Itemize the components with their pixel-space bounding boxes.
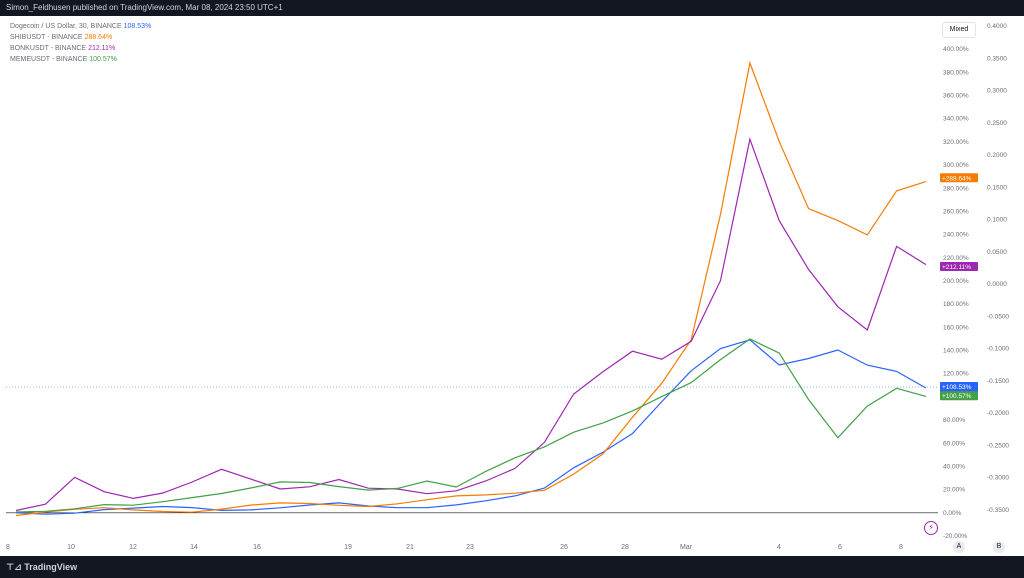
scale-mode-button[interactable]: Mixed bbox=[942, 22, 976, 38]
secondary-tick: 0.0000 bbox=[987, 281, 1007, 288]
legend-name: Dogecoin / US Dollar, 30, BINANCE bbox=[10, 23, 122, 30]
secondary-tick: 0.1000 bbox=[987, 217, 1007, 224]
x-tick: 23 bbox=[466, 544, 474, 551]
secondary-tick: -0.3500 bbox=[987, 507, 1009, 514]
bottom-bar: ⊤⊿ TradingView bbox=[0, 556, 1024, 578]
percent-tick: 200.00% bbox=[943, 278, 969, 285]
percent-tick: 260.00% bbox=[943, 208, 969, 215]
legend: Dogecoin / US Dollar, 30, BINANCE 108.53… bbox=[10, 21, 151, 65]
publisher-bar: Simon_Feldhusen published on TradingView… bbox=[0, 0, 1024, 18]
percent-tick: 220.00% bbox=[943, 255, 969, 262]
secondary-tick: 0.2500 bbox=[987, 120, 1007, 127]
legend-row-doge[interactable]: Dogecoin / US Dollar, 30, BINANCE 108.53… bbox=[10, 21, 151, 32]
secondary-tick: 0.4000 bbox=[987, 23, 1007, 30]
legend-row-shib[interactable]: SHIBUSDT - BINANCE 288.64% bbox=[10, 32, 151, 43]
x-tick: 6 bbox=[838, 544, 842, 551]
percent-tick: 40.00% bbox=[943, 463, 965, 470]
x-tick: Mar bbox=[680, 544, 693, 551]
chart-frame bbox=[0, 16, 1024, 556]
legend-value: 108.53% bbox=[123, 23, 152, 30]
series-line-0 bbox=[15, 339, 927, 515]
x-tick: 12 bbox=[129, 544, 137, 551]
svg-text:+100.57%: +100.57% bbox=[942, 393, 972, 400]
secondary-tick: -0.1500 bbox=[987, 378, 1009, 385]
secondary-tick: -0.2000 bbox=[987, 410, 1009, 417]
x-tick: 10 bbox=[67, 544, 75, 551]
percent-tick: 120.00% bbox=[943, 371, 969, 378]
x-tick: 26 bbox=[560, 544, 568, 551]
x-tick: 4 bbox=[777, 544, 781, 551]
auto-scale-button[interactable]: A bbox=[953, 541, 965, 553]
meme-price-tag: +100.57% bbox=[940, 391, 978, 401]
percent-tick: 0.00% bbox=[943, 510, 962, 517]
price-chart[interactable]: 4 20.00% 400.00% 380.00% 360.00% 340.00% 320.0… bbox=[0, 16, 1024, 556]
secondary-tick: -0.1000 bbox=[987, 346, 1009, 353]
series-line-1 bbox=[15, 60, 927, 517]
publisher-text: Simon_Feldhusen published on TradingView… bbox=[6, 3, 283, 12]
lightning-icon[interactable]: ⚡ bbox=[924, 521, 938, 535]
secondary-tick: -0.0500 bbox=[987, 313, 1009, 320]
percent-tick: 360.00% bbox=[943, 93, 969, 100]
x-tick: 21 bbox=[406, 544, 414, 551]
percent-tick: 160.00% bbox=[943, 324, 969, 331]
svg-text:+288.64%: +288.64% bbox=[942, 175, 972, 182]
percent-tick: 300.00% bbox=[943, 162, 969, 169]
series-line-2 bbox=[15, 136, 927, 512]
legend-value: 212.11% bbox=[88, 45, 116, 52]
x-tick: 14 bbox=[190, 544, 198, 551]
percent-tick: -20.00% bbox=[943, 533, 967, 540]
secondary-tick: 0.0500 bbox=[987, 249, 1007, 256]
legend-name: MEMEUSDT - BINANCE bbox=[10, 56, 88, 63]
percent-tick: 140.00% bbox=[943, 348, 969, 355]
legend-value: 288.64% bbox=[84, 34, 113, 41]
legend-value: 100.57% bbox=[89, 56, 117, 63]
percent-tick: 180.00% bbox=[943, 301, 969, 308]
shib-price-tag: +288.64% bbox=[940, 173, 978, 183]
legend-name: BONKUSDT - BINANCE bbox=[10, 45, 87, 52]
secondary-tick: 0.3000 bbox=[987, 88, 1007, 95]
percent-tick: 400.00% bbox=[943, 46, 969, 53]
secondary-tick: -0.3000 bbox=[987, 475, 1009, 482]
x-tick: 19 bbox=[344, 544, 352, 551]
legend-row-bonk[interactable]: BONKUSDT - BINANCE 212.11% bbox=[10, 43, 151, 54]
percent-tick: 60.00% bbox=[943, 440, 965, 447]
logo-text: TradingView bbox=[24, 562, 78, 572]
secondary-tick: 0.3500 bbox=[987, 55, 1007, 62]
legend-row-meme[interactable]: MEMEUSDT - BINANCE 100.57% bbox=[10, 54, 151, 65]
svg-text:+212.11%: +212.11% bbox=[942, 264, 971, 271]
legend-name: SHIBUSDT - BINANCE bbox=[10, 34, 83, 41]
secondary-tick: 0.2000 bbox=[987, 152, 1007, 159]
x-tick: 8 bbox=[6, 544, 10, 551]
x-tick: 16 bbox=[253, 544, 261, 551]
x-tick: 28 bbox=[621, 544, 629, 551]
percent-tick: 240.00% bbox=[943, 232, 969, 239]
percent-tick: 280.00% bbox=[943, 185, 969, 192]
percent-tick: 20.00% bbox=[943, 487, 965, 494]
tradingview-logo[interactable]: ⊤⊿ TradingView bbox=[6, 562, 77, 573]
secondary-tick: -0.2500 bbox=[987, 442, 1009, 449]
series-line-3 bbox=[15, 338, 927, 513]
percent-tick: 340.00% bbox=[943, 116, 969, 123]
svg-text:+108.53%: +108.53% bbox=[942, 384, 972, 391]
secondary-tick: 0.1500 bbox=[987, 184, 1007, 191]
percent-tick: 80.00% bbox=[943, 417, 965, 424]
tv-mark-icon: ⊤⊿ bbox=[6, 562, 22, 572]
x-tick: 8 bbox=[899, 544, 903, 551]
percent-tick: 320.00% bbox=[943, 139, 969, 146]
percent-tick: 380.00% bbox=[943, 69, 969, 76]
bonk-price-tag: +212.11% bbox=[940, 261, 978, 271]
secondary-scale-button[interactable]: B bbox=[993, 541, 1005, 553]
